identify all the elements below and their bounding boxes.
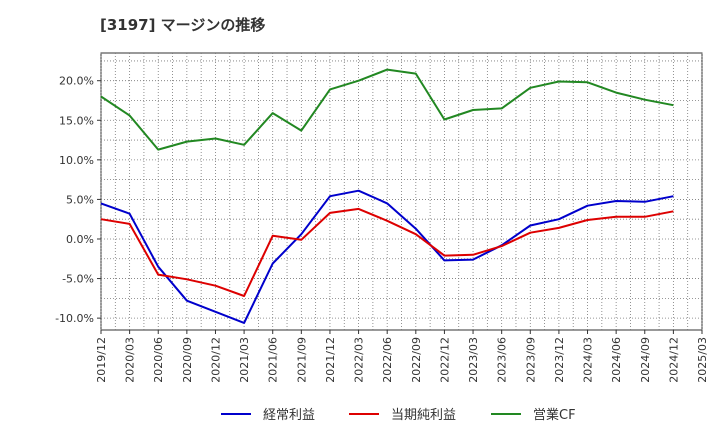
series-line-2	[100, 68, 674, 151]
x-tick-label: 2024/06	[610, 337, 623, 383]
x-tick-label: 2021/06	[267, 337, 280, 383]
x-tick-label: 2022/09	[410, 337, 423, 383]
x-tick-label: 2020/03	[124, 337, 137, 383]
x-tick-label: 2023/03	[467, 337, 480, 383]
y-axis-ticks: -10.0% -5.0% 0.0% 5.0% 10.0% 15.0% 20.0%	[55, 75, 101, 325]
x-tick-label: 2020/12	[209, 337, 222, 383]
y-tick-label: 10.0%	[59, 154, 94, 167]
x-tick-label: 2020/06	[152, 337, 165, 383]
x-tick-label: 2022/06	[381, 337, 394, 383]
x-tick-label: 2021/12	[324, 337, 337, 383]
grid-lines	[100, 53, 703, 330]
legend-label: 当期純利益	[391, 408, 456, 423]
y-tick-label: 20.0%	[59, 75, 94, 88]
x-tick-label: 2023/09	[524, 337, 537, 383]
x-axis-ticks: 2019/12 2020/03 2020/06 2020/09 2020/12 2021/…	[95, 330, 709, 383]
x-tick-label: 2023/12	[553, 337, 566, 383]
y-tick-label: -10.0%	[55, 312, 94, 325]
y-tick-label: 5.0%	[66, 193, 94, 206]
x-tick-label: 2024/03	[582, 337, 595, 383]
x-tick-label: 2024/09	[639, 337, 652, 383]
series-line-1	[100, 207, 674, 297]
series-line-0	[100, 189, 674, 324]
legend-label: 営業CF	[533, 407, 576, 423]
y-tick-label: 0.0%	[66, 233, 94, 246]
chart-title: [3197] マージンの推移	[100, 16, 266, 34]
x-tick-label: 2019/12	[95, 337, 108, 383]
x-tick-label: 2022/03	[353, 337, 366, 383]
x-tick-label: 2024/12	[667, 337, 680, 383]
x-tick-label: 2021/03	[238, 337, 251, 383]
y-tick-label: 15.0%	[59, 114, 94, 127]
x-tick-label: 2022/12	[438, 337, 451, 383]
x-tick-label: 2021/09	[295, 337, 308, 383]
x-tick-label: 2020/09	[181, 337, 194, 383]
legend-label: 経常利益	[263, 408, 315, 423]
y-tick-label: -5.0%	[62, 273, 94, 286]
series-lines	[100, 68, 674, 324]
legend: 経常利益 当期純利益 営業CF	[221, 407, 576, 423]
x-tick-label: 2023/06	[496, 337, 509, 383]
x-tick-label: 2025/03	[696, 337, 709, 383]
